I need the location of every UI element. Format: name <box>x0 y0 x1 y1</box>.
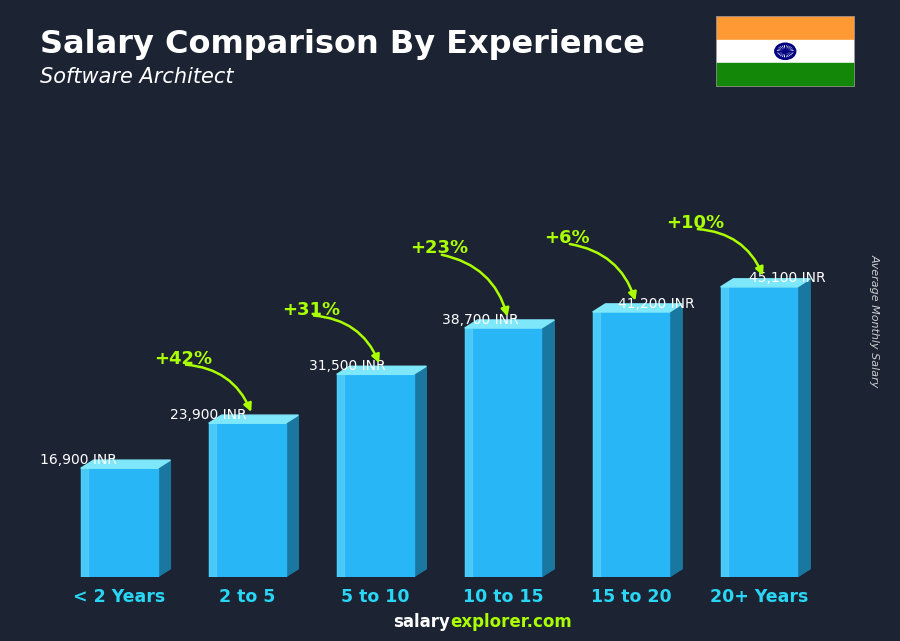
Text: 23,900 INR: 23,900 INR <box>170 408 248 422</box>
Polygon shape <box>542 320 554 577</box>
Text: Average Monthly Salary: Average Monthly Salary <box>869 254 880 387</box>
Text: 5 to 10: 5 to 10 <box>341 588 410 606</box>
Polygon shape <box>721 287 728 577</box>
Text: Salary Comparison By Experience: Salary Comparison By Experience <box>40 29 645 60</box>
Bar <box>716 16 855 40</box>
Polygon shape <box>593 312 600 577</box>
Polygon shape <box>593 312 670 577</box>
Polygon shape <box>209 423 285 577</box>
Text: 38,700 INR: 38,700 INR <box>442 313 518 327</box>
Polygon shape <box>158 460 170 577</box>
Polygon shape <box>337 366 427 374</box>
Polygon shape <box>81 460 170 468</box>
Circle shape <box>784 50 787 53</box>
Bar <box>716 40 855 63</box>
Polygon shape <box>285 415 298 577</box>
Text: +42%: +42% <box>154 350 212 368</box>
Bar <box>716 63 855 87</box>
Text: 45,100 INR: 45,100 INR <box>749 272 825 285</box>
Polygon shape <box>81 468 158 577</box>
Polygon shape <box>337 374 413 577</box>
Text: +6%: +6% <box>544 229 590 247</box>
Text: 15 to 20: 15 to 20 <box>590 588 671 606</box>
Text: 31,500 INR: 31,500 INR <box>309 359 385 373</box>
Text: 16,900 INR: 16,900 INR <box>40 453 117 467</box>
Text: 20+ Years: 20+ Years <box>710 588 808 606</box>
Polygon shape <box>721 279 810 287</box>
Text: +10%: +10% <box>666 214 724 232</box>
Polygon shape <box>464 320 554 328</box>
Text: +31%: +31% <box>282 301 340 319</box>
Polygon shape <box>593 304 682 312</box>
Polygon shape <box>721 287 797 577</box>
Text: +23%: +23% <box>410 240 468 258</box>
Polygon shape <box>464 328 473 577</box>
Polygon shape <box>797 279 810 577</box>
Polygon shape <box>209 423 216 577</box>
Text: Software Architect: Software Architect <box>40 67 234 87</box>
Text: explorer.com: explorer.com <box>450 613 572 631</box>
Text: 10 to 15: 10 to 15 <box>463 588 544 606</box>
Text: 2 to 5: 2 to 5 <box>219 588 275 606</box>
Text: < 2 Years: < 2 Years <box>73 588 166 606</box>
Polygon shape <box>209 415 298 423</box>
Polygon shape <box>464 328 542 577</box>
Polygon shape <box>670 304 682 577</box>
Polygon shape <box>413 366 427 577</box>
Text: salary: salary <box>393 613 450 631</box>
Polygon shape <box>337 374 345 577</box>
Text: 41,200 INR: 41,200 INR <box>618 297 695 310</box>
Polygon shape <box>81 468 88 577</box>
